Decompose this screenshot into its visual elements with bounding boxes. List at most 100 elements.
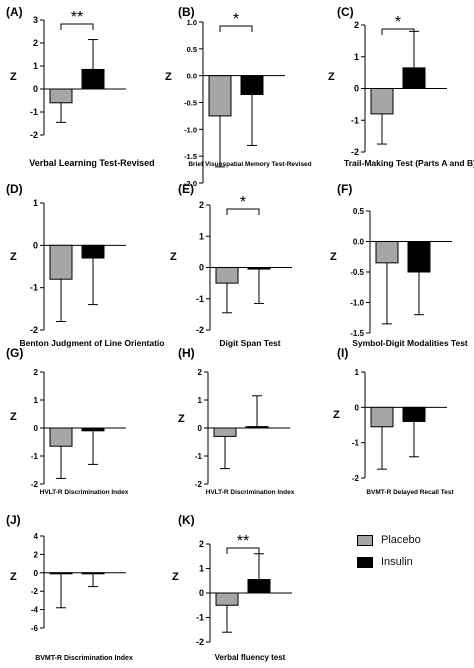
chart-panel: (C) -2 -1 0 1 2 * Z Trail-Making Test (Parts A a…: [328, 5, 474, 168]
y-tick-label: -1: [30, 283, 38, 293]
y-tick-label: 2: [34, 368, 39, 377]
y-tick-label: -2.0: [184, 179, 197, 188]
y-tick-label: 0: [34, 569, 39, 578]
y-tick-label: 0: [198, 424, 203, 433]
bar-insulin: [247, 267, 271, 270]
panel-label: (C): [337, 5, 354, 19]
y-tick-label: 4: [34, 532, 39, 541]
y-tick-label: -2: [30, 130, 38, 140]
significance-bracket: [219, 25, 253, 32]
panel-label: (E): [178, 182, 194, 196]
x-axis-label: BVMT-R Delayed Recall Test: [366, 489, 454, 496]
y-tick-label: 2: [198, 368, 203, 377]
y-tick-label: 1: [198, 396, 203, 405]
y-tick-label: -0.5: [184, 99, 197, 108]
placebo-swatch: [357, 534, 373, 546]
chart-panel: (K) -2 -1 0 1 2 ** Z Verbal fluency test: [172, 513, 292, 662]
y-tick-label: -1: [196, 613, 204, 623]
chart-panel: (I) -2 -1 0 1 Z BVMT-R Delayed Recall Test: [333, 346, 454, 496]
y-tick-label: 0: [354, 84, 359, 94]
y-tick-label: -2: [30, 325, 38, 335]
y-tick-label: 0: [199, 588, 204, 598]
y-tick-label: -2: [31, 480, 39, 489]
y-tick-label: -1: [196, 294, 204, 304]
panel-label: (B): [178, 5, 195, 19]
panel-label: (H): [178, 346, 195, 360]
y-tick-label: 1: [355, 368, 360, 377]
chart-panel: (F) -1.5 -1.0 -0.5 0.0 0.5 Z Symbol-Digit Modal…: [330, 182, 468, 348]
panel-label: (A): [6, 5, 23, 19]
panel-label: (J): [6, 513, 21, 527]
y-tick-label: -1.0: [184, 125, 197, 134]
insulin-swatch: [357, 556, 373, 568]
y-tick-label: -1.5: [184, 152, 197, 161]
x-axis-label: Verbal fluency test: [215, 653, 286, 662]
y-axis-label: Z: [330, 251, 337, 263]
bar-placebo: [49, 88, 73, 104]
bar-placebo: [49, 427, 73, 447]
y-tick-label: 0.5: [353, 207, 365, 216]
legend: Placebo Insulin: [357, 530, 467, 574]
y-axis-label: Z: [10, 411, 17, 423]
chart-panel: (G) -2 -1 0 1 2 Z HVLT-R Discrimination Index: [6, 346, 129, 496]
significance-bracket: [381, 28, 415, 35]
x-axis-label: HVLT-R Discrimination Index: [206, 489, 295, 496]
x-axis-label: Symbol-Digit Modalities Test: [352, 338, 468, 348]
bar-placebo: [215, 267, 239, 284]
y-axis-label: Z: [10, 71, 17, 83]
y-tick-label: 1: [33, 61, 38, 71]
y-tick-label: 0: [33, 240, 38, 250]
legend-label-placebo: Placebo: [381, 534, 421, 546]
y-tick-label: -1.0: [350, 299, 364, 308]
y-tick-label: 0: [34, 424, 39, 433]
significance-bracket: [226, 547, 260, 554]
significance-marker: **: [237, 533, 249, 550]
y-tick-label: -1: [195, 452, 203, 461]
y-axis-label: Z: [172, 571, 179, 583]
y-tick-label: 2: [33, 38, 38, 48]
x-axis-label: Trail-Making Test (Parts A and B): [344, 158, 474, 168]
x-axis-label: Brief Visuospatial Memory Test-Revised: [188, 161, 311, 168]
bar-placebo: [208, 75, 232, 117]
y-tick-label: 1: [354, 52, 359, 62]
panel-label: (G): [6, 346, 23, 360]
x-axis-label: Verbal Learning Test-Revised: [29, 158, 154, 168]
chart-panel: (J) -6 -4 -2 0 2 4 Z BVMT-R Discrimination Index: [6, 513, 133, 662]
bar-placebo: [49, 572, 73, 575]
y-axis-label: Z: [10, 251, 17, 263]
panel-label: (I): [337, 346, 348, 360]
y-axis-label: Z: [333, 409, 340, 421]
bar-insulin: [245, 426, 269, 429]
y-tick-label: 1: [33, 198, 38, 208]
y-tick-label: -4: [31, 606, 39, 615]
bar-placebo: [213, 427, 237, 437]
y-tick-label: -1.5: [350, 329, 364, 338]
y-tick-label: 2: [34, 550, 39, 559]
x-axis-label: HVLT-R Discrimination Index: [40, 489, 129, 496]
bar-insulin: [402, 406, 426, 422]
panel-label: (D): [6, 182, 23, 196]
chart-panel: (A) -2 -1 0 1 2 3 ** Z Verbal Learning Test-Revis…: [6, 5, 155, 168]
legend-item-placebo: Placebo: [357, 530, 467, 550]
y-axis-label: Z: [10, 571, 17, 583]
y-tick-label: 0: [355, 403, 360, 412]
y-tick-label: 2: [354, 20, 359, 30]
y-tick-label: -1: [30, 107, 38, 117]
significance-marker: *: [395, 14, 401, 31]
bar-placebo: [215, 592, 239, 606]
bar-insulin: [81, 68, 105, 90]
bar-placebo: [370, 88, 394, 115]
y-tick-label: -1: [351, 115, 359, 125]
y-tick-label: 2: [199, 539, 204, 549]
y-tick-label: -1: [352, 439, 360, 448]
chart-panel: (B) -2.0 -1.5 -1.0 -0.5 0.0 0.5 1.0 * Z Brief Visu…: [165, 5, 312, 188]
x-axis-label: Digit Span Test: [219, 338, 280, 348]
panel-label: (K): [178, 513, 195, 527]
bar-insulin: [402, 67, 426, 90]
y-tick-label: 3: [33, 15, 38, 25]
y-tick-label: -2: [196, 325, 204, 335]
y-tick-label: -2: [196, 637, 204, 647]
bar-insulin: [240, 75, 264, 95]
y-tick-label: 1: [199, 231, 204, 241]
